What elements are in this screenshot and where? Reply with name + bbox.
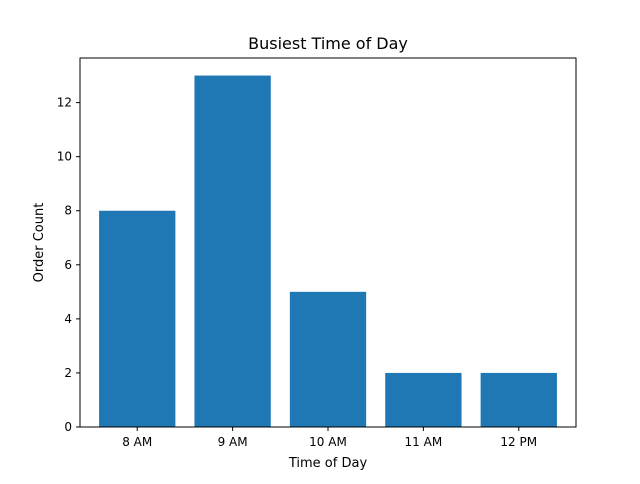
plot-frame [79,57,577,428]
y-tick-label: 4 [64,312,72,326]
x-axis-ticks: 8 AM 9 AM 10 AM 11 AM 12 PM [122,427,537,449]
y-tick-label: 2 [64,366,72,380]
x-axis-label: Time of Day [288,456,368,471]
y-tick-label: 10 [57,150,72,164]
x-tick-label: 8 AM [122,435,152,449]
y-axis-ticks: 0 2 4 6 8 10 12 [57,96,80,434]
chart-title: Busiest Time of Day [248,34,408,53]
y-tick-label: 0 [64,420,72,434]
bar-10-am [289,291,367,427]
x-tick-label: 11 AM [405,435,443,449]
y-tick-label: 6 [64,258,72,272]
x-tick-label: 10 AM [309,435,347,449]
y-tick-label: 8 [64,204,72,218]
x-tick-label: 9 AM [218,435,248,449]
bar-12-pm [480,372,557,427]
bars-layer [99,75,557,428]
y-tick-label: 12 [57,96,72,110]
bar-8-am [99,210,176,427]
y-axis-label: Order Count [32,203,47,283]
x-tick-label: 12 PM [500,435,537,449]
bar-11-am [385,372,462,427]
bar-9-am [194,75,271,428]
